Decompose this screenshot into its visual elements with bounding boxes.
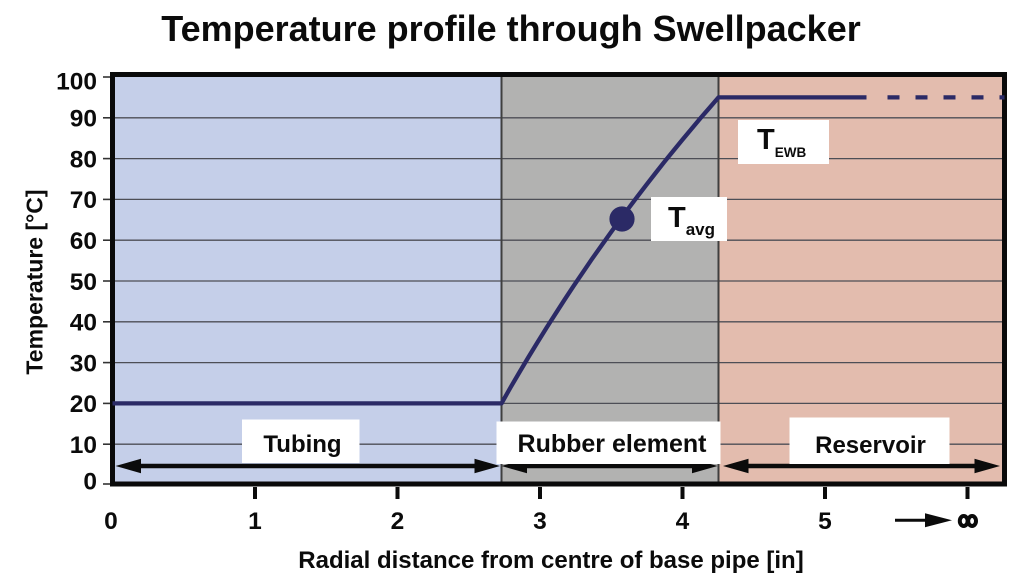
svg-text:2: 2: [391, 508, 405, 535]
svg-text:4: 4: [676, 508, 690, 535]
svg-text:Temperature profile through Sw: Temperature profile through Swellpacker: [161, 8, 861, 49]
svg-text:30: 30: [70, 350, 97, 377]
svg-text:40: 40: [70, 310, 97, 337]
svg-text:20: 20: [70, 391, 97, 418]
svg-text:1: 1: [248, 508, 262, 535]
svg-text:90: 90: [70, 106, 97, 133]
svg-text:70: 70: [70, 187, 97, 214]
svg-text:Tubing: Tubing: [263, 431, 341, 458]
svg-text:Temperature [°C]: Temperature [°C]: [22, 189, 48, 374]
svg-text:3: 3: [533, 508, 547, 535]
svg-text:10: 10: [70, 432, 97, 459]
svg-text:5: 5: [818, 508, 832, 535]
svg-text:0: 0: [104, 508, 118, 535]
svg-text:Rubber element: Rubber element: [518, 430, 708, 458]
svg-text:50: 50: [70, 269, 97, 296]
svg-text:100: 100: [56, 69, 97, 96]
svg-text:Reservoir: Reservoir: [815, 432, 926, 459]
svg-text:60: 60: [70, 228, 97, 255]
svg-text:0: 0: [83, 469, 97, 496]
svg-text:Radial distance from centre of: Radial distance from centre of base pipe…: [298, 547, 803, 574]
svg-text:80: 80: [70, 146, 97, 173]
